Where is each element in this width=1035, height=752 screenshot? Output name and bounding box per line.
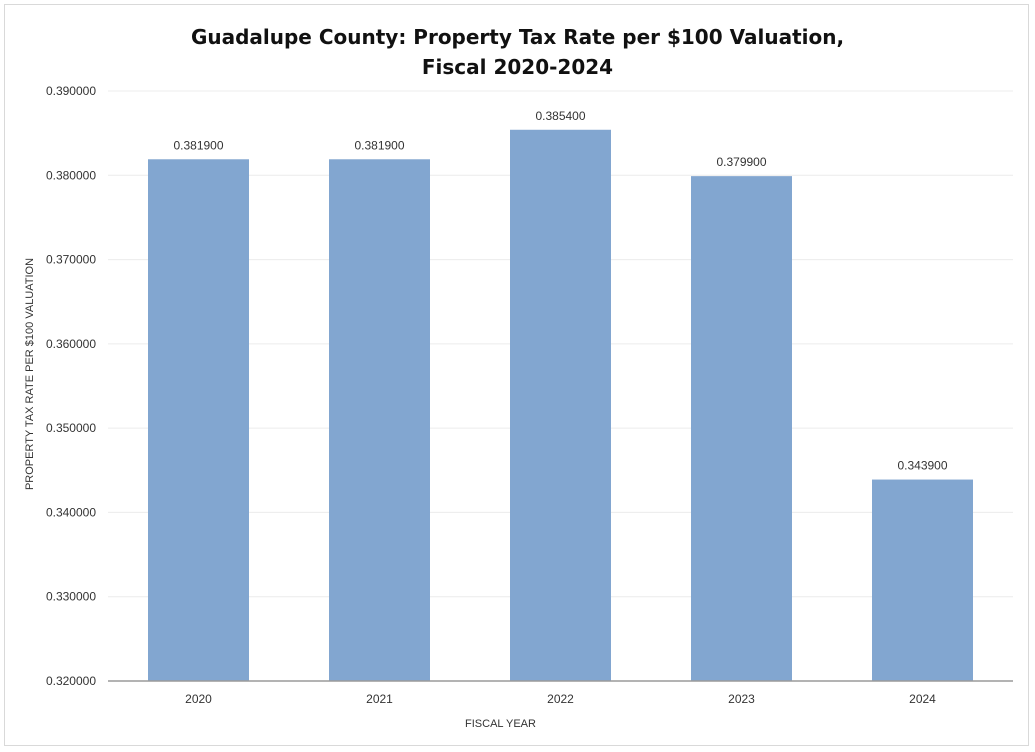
- y-tick-label: 0.320000: [46, 674, 96, 688]
- y-axis-ticks: 0.320000 0.330000 0.340000 0.350000 0.360000…: [46, 84, 96, 688]
- data-label-2021: 0.381900: [354, 138, 404, 152]
- chart-title-line-1: Guadalupe County: Property Tax Rate per …: [190, 25, 845, 49]
- y-tick-label: 0.350000: [46, 421, 96, 435]
- bar-2024: [872, 479, 973, 681]
- x-tick-label-2020: 2020: [185, 692, 212, 706]
- x-tick-label-2024: 2024: [909, 692, 936, 706]
- data-labels: 0.381900 0.381900 0.385400 0.379900 0.343900: [173, 109, 947, 473]
- x-tick-label-2021: 2021: [366, 692, 393, 706]
- y-tick-label: 0.330000: [46, 590, 96, 604]
- chart-title-line-2: Fiscal 2020-2024: [421, 55, 614, 79]
- y-axis-label: PROPERTY TAX RATE PER $100 VALUATION: [24, 258, 36, 490]
- data-label-2020: 0.381900: [173, 138, 223, 152]
- bar-2020: [148, 159, 249, 681]
- y-tick-label: 0.390000: [46, 84, 96, 98]
- chart-title: Guadalupe County: Property Tax Rate per …: [0, 22, 1035, 82]
- data-label-2023: 0.379900: [716, 155, 766, 169]
- x-tick-label-2023: 2023: [728, 692, 755, 706]
- bar-2022: [510, 129, 611, 681]
- bar-2021: [329, 159, 430, 681]
- y-tick-label: 0.370000: [46, 253, 96, 267]
- x-tick-label-2022: 2022: [547, 692, 574, 706]
- data-label-2022: 0.385400: [535, 109, 585, 123]
- y-tick-label: 0.380000: [46, 168, 96, 182]
- x-axis-label: FISCAL YEAR: [465, 718, 536, 730]
- data-label-2024: 0.343900: [897, 459, 947, 473]
- y-tick-label: 0.340000: [46, 505, 96, 519]
- y-tick-label: 0.360000: [46, 337, 96, 351]
- x-axis-ticks: 2020 2021 2022 2023 2024: [185, 692, 936, 706]
- bars: [148, 129, 973, 681]
- bar-2023: [691, 176, 792, 681]
